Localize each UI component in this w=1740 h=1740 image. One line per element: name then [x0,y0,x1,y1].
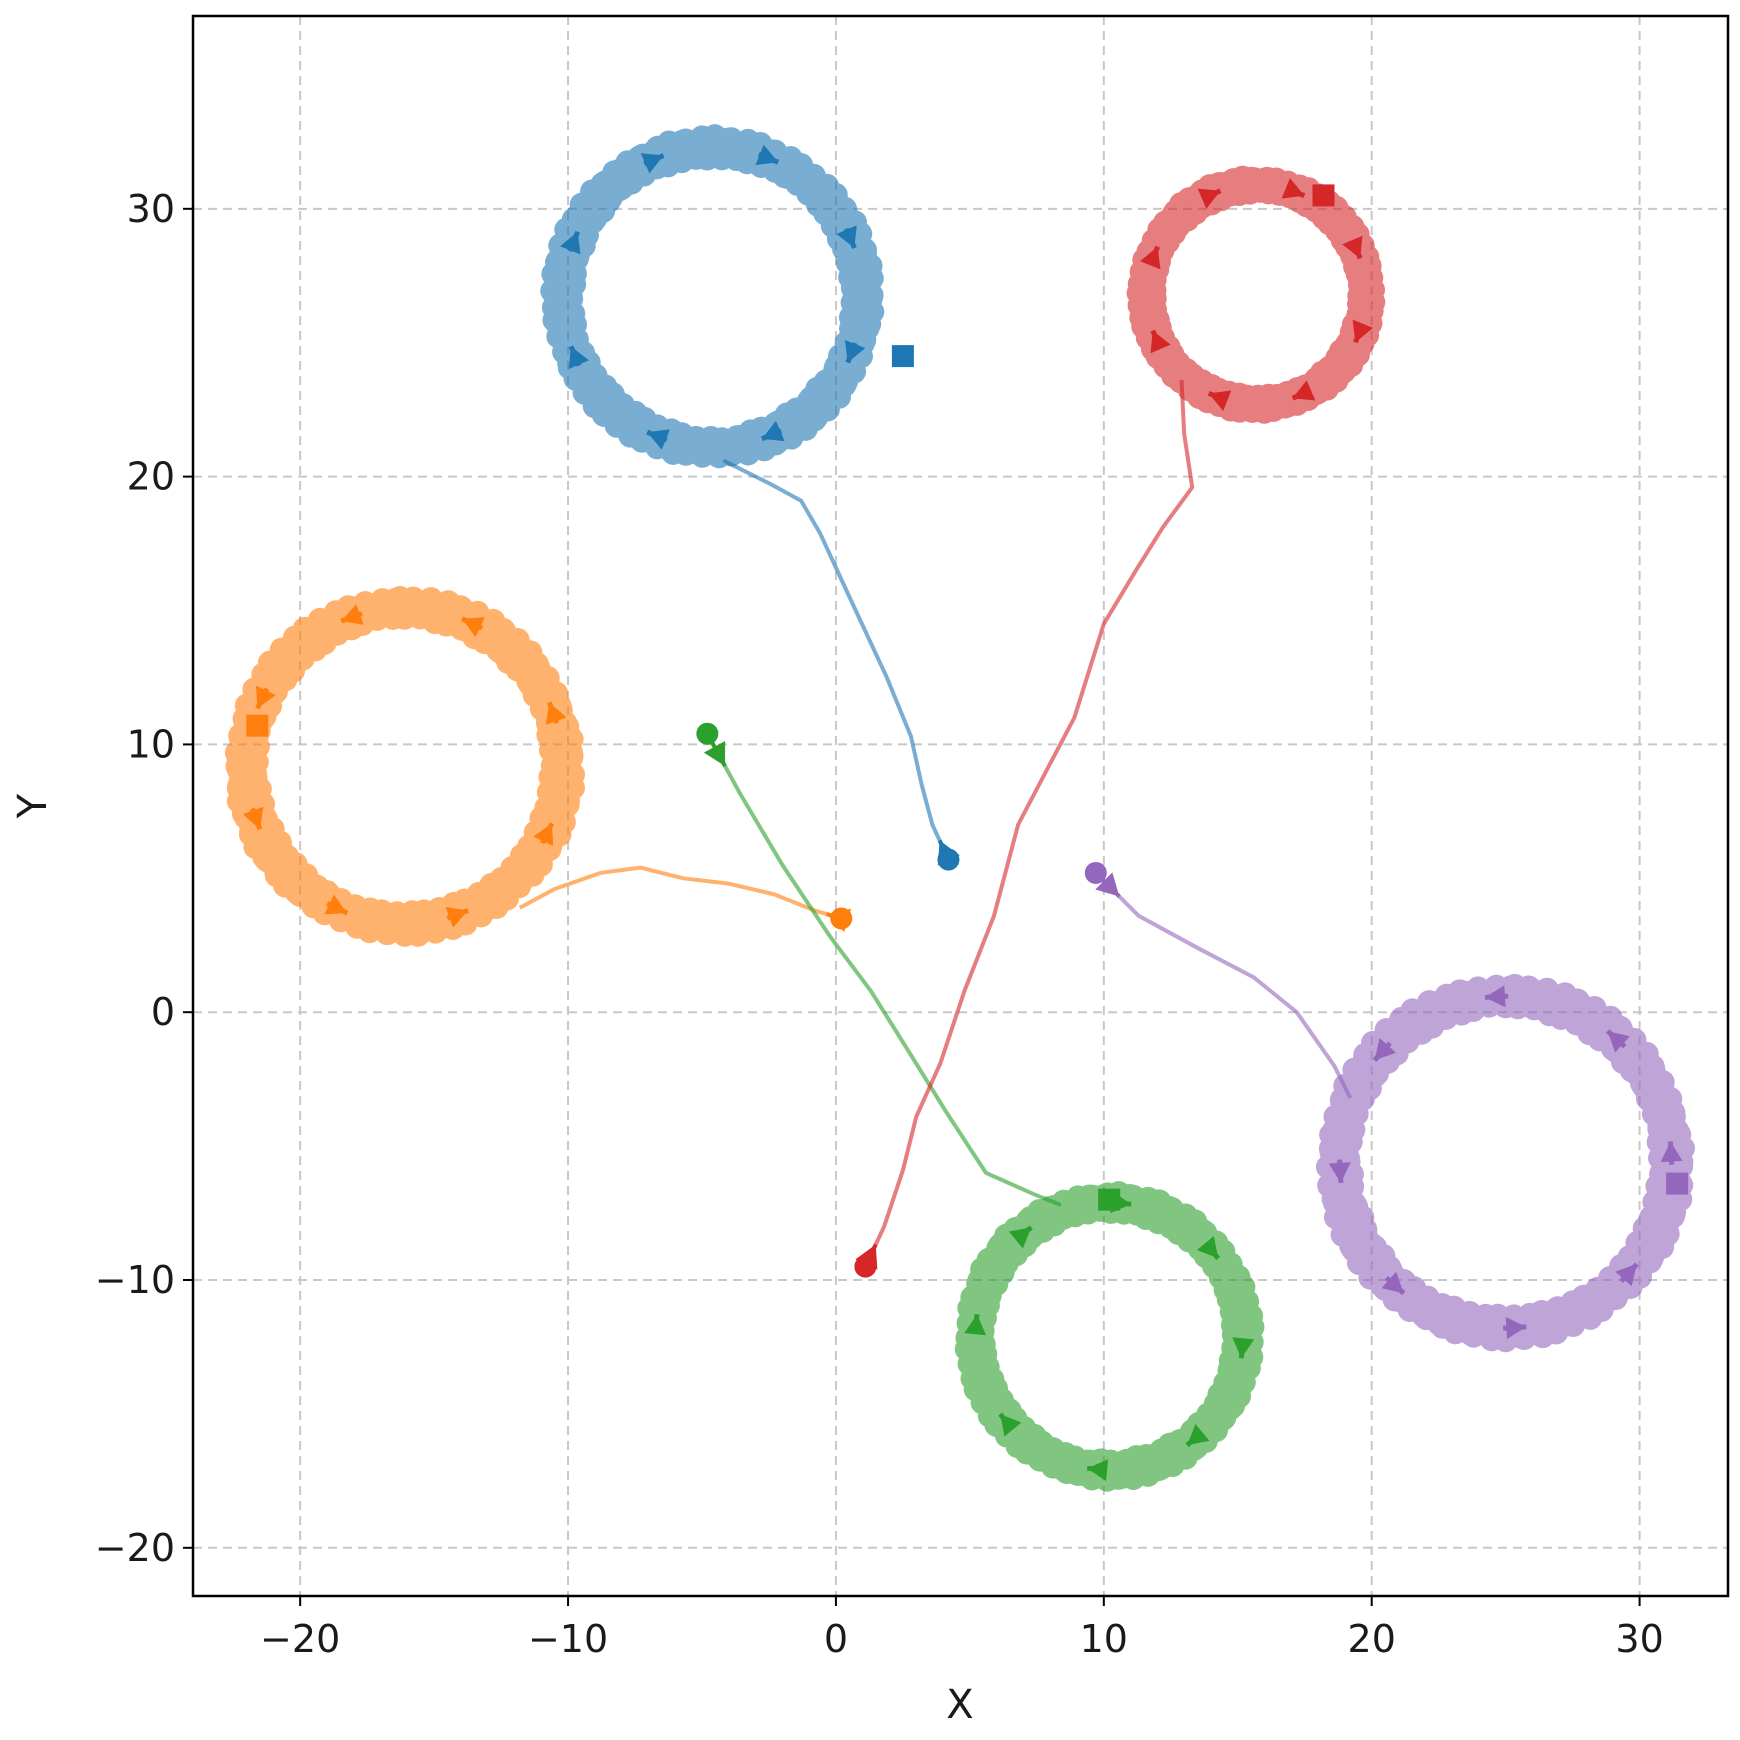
direction-arrow [324,894,348,915]
direction-arrow [1095,872,1120,897]
direction-arrow [462,617,485,638]
direction-arrow [1281,178,1305,199]
approach-path [863,380,1195,1268]
direction-arrow [1660,1141,1683,1163]
x-tick-label: 0 [824,1617,848,1661]
orbit-path [540,124,885,469]
trajectory-series [854,165,1386,1278]
direction-arrow [1352,319,1374,343]
direction-arrow [703,740,726,767]
x-tick-label: 30 [1615,1617,1663,1661]
direction-arrow [1505,1317,1527,1339]
direction-arrow [256,685,276,709]
direction-arrow [1208,390,1232,411]
orbit-path [224,585,585,947]
y-tick-label: 10 [127,722,175,766]
direction-arrow [1000,1414,1022,1437]
direction-arrow [964,1314,987,1336]
direction-arrow [533,823,554,847]
end-point [1312,184,1335,207]
x-tick-label: 10 [1080,1617,1128,1661]
direction-arrow [341,604,364,625]
x-tick-label: 20 [1348,1617,1396,1661]
y-tick-label: 30 [127,187,175,231]
y-axis-title: Y [10,793,56,819]
direction-arrow [1615,1264,1637,1287]
direction-arrow [1484,985,1506,1008]
direction-arrow [1292,380,1316,401]
end-point [891,345,914,368]
plot-frame [191,14,1730,1598]
direction-arrow [1232,1337,1255,1359]
direction-arrow [1150,330,1171,354]
direction-arrow [560,231,581,255]
trajectory-series [696,722,1265,1492]
orbit-path [1315,973,1695,1353]
orbit-path [954,1181,1265,1492]
approach-path [705,732,1062,1207]
start-point [854,1255,877,1278]
direction-arrow [1196,1235,1219,1259]
orbit-path [1126,165,1386,424]
end-point [1098,1188,1121,1211]
approach-path [722,458,951,861]
direction-arrow [844,339,866,363]
direction-arrow [1342,235,1363,259]
start-point [1084,861,1107,884]
trajectory-series [1084,861,1695,1353]
ticks: −20 −10 0 10 20 30 −20 −10 0 10 20 30 [95,187,1664,1661]
y-tick-label: 0 [151,990,175,1034]
y-tick-label: −10 [95,1258,175,1302]
direction-arrow [1087,1459,1109,1482]
trajectory-series [224,585,853,947]
direction-arrow [1328,1162,1351,1183]
trajectory-series [540,124,960,871]
direction-arrow [1140,246,1161,270]
direction-arrow [1008,1227,1032,1249]
direction-arrow [1187,1423,1210,1446]
y-tick-label: −20 [95,1526,175,1570]
direction-arrow [242,806,264,830]
approach-path [518,865,842,921]
series-layer [224,124,1695,1492]
direction-arrow [1374,1038,1397,1061]
end-point [1666,1172,1689,1195]
direction-arrow [640,153,664,174]
end-point [246,714,269,737]
x-axis-title: X [946,1682,973,1728]
direction-arrow [568,346,589,370]
x-tick-label: −10 [528,1617,608,1661]
approach-path [1094,871,1353,1099]
direction-arrow [836,225,857,249]
direction-arrow [445,906,469,928]
direction-arrow [647,429,670,450]
start-point [937,848,960,871]
y-tick-label: 20 [127,455,175,499]
direction-arrow [1197,188,1221,209]
direction-arrow [545,702,567,725]
x-tick-label: −20 [260,1617,340,1661]
start-point [696,722,719,745]
direction-arrow [755,144,779,166]
direction-arrow [1381,1271,1404,1294]
start-point [830,907,853,930]
direction-arrow [1607,1031,1630,1053]
direction-arrow [761,420,785,442]
